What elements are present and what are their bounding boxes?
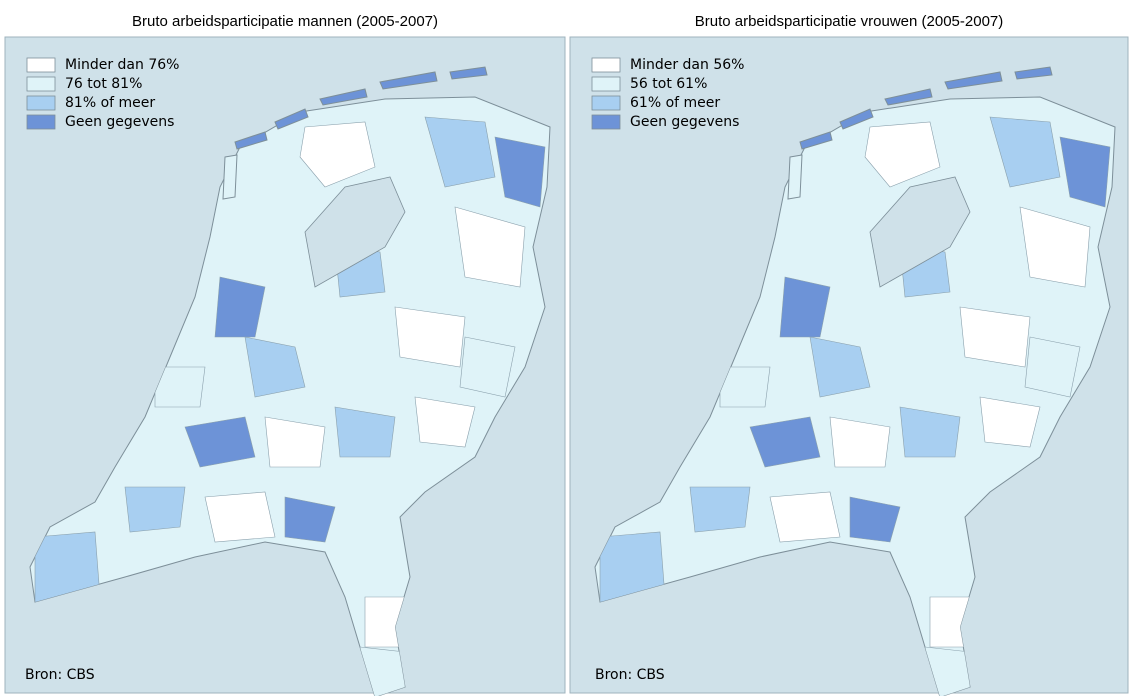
legend-swatch	[591, 76, 621, 92]
legend-swatch	[26, 76, 56, 92]
source: Bron: CBS	[595, 667, 665, 683]
map-title: Bruto arbeidsparticipatie mannen (2005-2…	[132, 13, 438, 30]
legend: Minder dan 76% 76 tot 81% 81% of meer Geen …	[26, 57, 179, 130]
source: Bron: CBS	[25, 667, 95, 683]
legend-swatch	[591, 114, 621, 130]
legend-label: Minder dan 76%	[65, 57, 179, 73]
legend: Minder dan 56% 56 tot 61% 61% of meer Geen …	[591, 57, 744, 130]
map-panel: Minder dan 76% 76 tot 81% 81% of meer Geen …	[4, 36, 566, 696]
legend-swatch	[26, 95, 56, 111]
legend-swatch	[26, 57, 56, 73]
map-panel: Minder dan 56% 56 tot 61% 61% of meer Geen …	[569, 36, 1129, 696]
legend-label: 61% of meer	[630, 95, 720, 111]
legend-label: Geen gegevens	[65, 114, 174, 130]
legend-label: 56 tot 61%	[630, 76, 707, 92]
legend-label: 76 tot 81%	[65, 76, 142, 92]
legend-swatch	[591, 95, 621, 111]
legend-label: Geen gegevens	[630, 114, 739, 130]
legend-label: 81% of meer	[65, 95, 155, 111]
legend-label: Minder dan 56%	[630, 57, 744, 73]
map-title: Bruto arbeidsparticipatie vrouwen (2005-…	[695, 13, 1004, 30]
legend-swatch	[26, 114, 56, 130]
legend-swatch	[591, 57, 621, 73]
